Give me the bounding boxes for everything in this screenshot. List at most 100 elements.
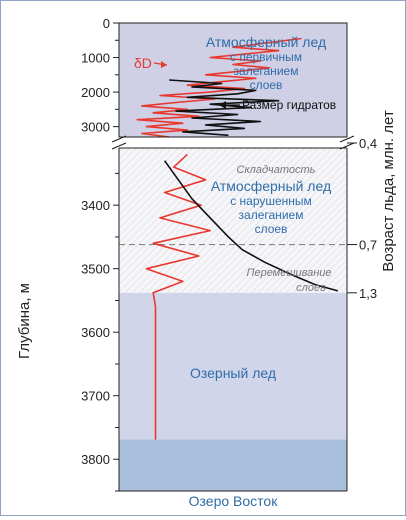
hatch-line [180,148,327,293]
hatch-line [320,266,347,293]
hatch-line [1,148,25,293]
age-label: 1,3 [359,286,377,301]
mixing-annotation: слоев [296,282,326,294]
hatch-line [299,245,347,293]
hatch-line [119,148,180,209]
hatch-line [194,148,341,293]
y-tick-label: 1000 [81,51,110,66]
hatch-line [119,148,250,279]
hatch-line [229,175,347,293]
y-tick-label: 3600 [81,325,110,340]
zone-label-atmospheric-primary: слоев [250,78,283,92]
hatch-line [138,148,285,293]
zone-label-atmospheric-primary: с первичным [230,50,302,64]
hatch-line [119,148,222,251]
hatch-line [306,252,347,293]
hatch-line [1,148,39,293]
hatch-line [1,148,81,293]
hatch-line [285,231,347,293]
hatch-line [119,148,187,216]
hatch-line [1,148,53,293]
hatch-line [119,148,166,195]
hatch-line [173,148,320,293]
hatch-line [119,148,229,258]
hatch-line [119,148,152,181]
y-tick-label: 2000 [81,85,110,100]
hydrate-arrowhead [219,101,226,109]
hatch-line [119,148,138,167]
hatch-line [1,148,4,293]
zone-label-atmospheric-disturbed: Атмосферный лед [211,178,331,194]
hatch-line [159,148,306,293]
delta-d-series-lower [145,153,211,440]
hatch-line [278,224,347,293]
hatch-line [264,210,347,293]
hatch-line [398,148,405,293]
hatch-line [145,148,292,293]
zone-label-atmospheric-disturbed: с нарушенным [230,194,312,208]
hatch-line [119,148,145,174]
hatch-line [292,238,347,293]
y-tick-label: 3500 [81,262,110,277]
axis-break-right-upper [339,135,355,143]
hatch-line [1,148,18,293]
delta-d-arrowhead [161,61,167,68]
hatch-line [119,148,208,237]
hatch-line [119,148,257,286]
folding-annotation: Складчатость [237,164,316,176]
hatch-line [119,148,173,202]
upper-panel-frame [118,22,348,138]
hatch-line [152,148,299,293]
hatch-line [201,148,347,293]
hatch-line [250,196,347,293]
right-axis-title: Возраст льда, млн. лет [380,110,397,272]
hatch-line [1,148,88,293]
hatch-line [1,148,67,293]
hydrate-size-series-lower [163,160,339,292]
hatch-line [271,217,347,293]
hatch-line [222,168,347,293]
hatch-line [187,148,334,293]
y-tick-label: 3400 [81,198,110,213]
hatch-line [119,148,201,230]
hatch-line [215,161,347,293]
hatch-line [243,189,347,293]
hatch-line [208,154,347,293]
y-tick-label: 3000 [81,120,110,135]
axis-break-left-upper [111,135,127,143]
zone-label-atmospheric-primary: Атмосферный лед [206,34,326,50]
zone-label-atmospheric-disturbed: залеганием [239,208,304,222]
hatch-line [119,148,159,188]
hatch-line [313,259,347,293]
zone-label-atmospheric-primary: залеганием [234,64,299,78]
zone-label-atmospheric-disturbed: слоев [255,222,288,236]
hatch-line [1,148,46,293]
hatch-line [119,148,215,244]
axis-break-right-lower [339,142,355,150]
hatch-line [1,148,74,293]
hatch-line [1,148,60,293]
age-label: 0,7 [359,238,377,253]
hatch-line [1,148,32,293]
hatch-line [166,148,313,293]
hatch-line [119,148,194,223]
delta-d-label: δD [134,55,152,71]
hatch-line [119,148,236,265]
y-tick-label: 3700 [81,389,110,404]
hatch-line [119,148,131,160]
hatch-line [131,148,278,293]
zone-lake-ice [119,292,347,440]
zone-label-lake-vostok: Озеро Восток [189,493,279,509]
y-tick-label: 0 [103,16,110,31]
y-tick-label: 3800 [81,452,110,467]
hatch-line [236,182,347,293]
hydrate-size-label: Размер гидратов [242,98,336,112]
mixing-annotation: Перемешивание [246,267,331,279]
hatch-line [257,203,347,293]
y-axis-title: Глубина, м [16,283,33,359]
hatch-line [119,148,264,293]
hatch-line [1,148,11,293]
axis-break-left-lower [111,142,127,150]
